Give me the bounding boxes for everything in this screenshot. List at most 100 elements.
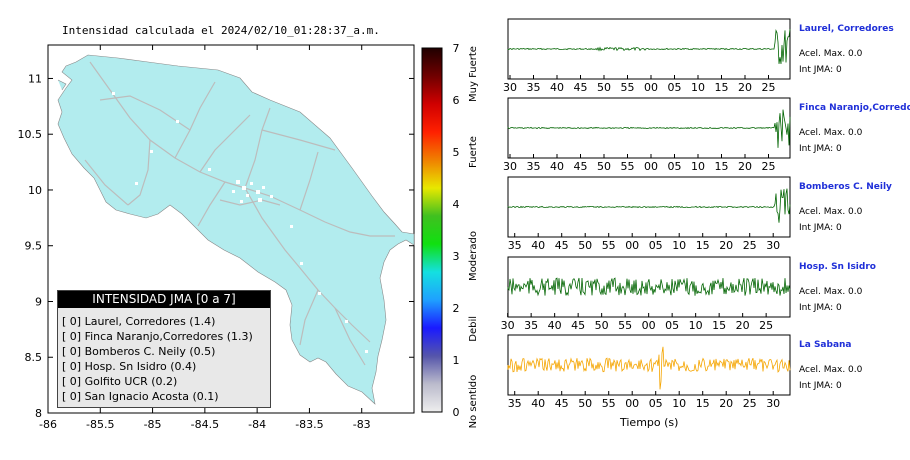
seismogram-tick-label: 30 [503, 160, 517, 173]
seismogram-tick-label: 55 [621, 81, 635, 94]
seismogram-tick-label: 25 [762, 81, 776, 94]
map-x-axis: -86 -85.5 -85 -84.5 -84 -83.5 -83 [39, 45, 371, 431]
map-y-tick-label: 8.5 [25, 351, 43, 364]
legend-entry: [ 0] Bomberos C. Neily (0.5) [62, 344, 270, 359]
legend-entry-intensity: (1.4) [189, 315, 216, 328]
colorbar-tick-label: 4 [453, 198, 460, 211]
seismogram-tick-label: 40 [548, 319, 562, 332]
seismogram-trace [507, 188, 791, 223]
seismogram-tick-label: 15 [696, 239, 710, 252]
station-max-acceleration: Acel. Max. 0.0 [799, 49, 863, 59]
colorbar-scale [421, 47, 443, 413]
seismogram-tick-label: 40 [531, 239, 545, 252]
colorbar-band-label: Fuerte [468, 136, 479, 168]
seismogram-tick-label: 10 [672, 397, 686, 410]
seismogram-tick-label: 35 [508, 239, 522, 252]
legend-entry: [ 0] Laurel, Corredores (1.4) [62, 314, 270, 329]
station-max-acceleration: Acel. Max. 0.0 [799, 365, 863, 375]
legend-entry-station: Golfito UCR [84, 375, 152, 388]
colorbar-tick-label: 1 [453, 354, 460, 367]
legend-entry-value: [ 0] [62, 345, 85, 358]
seismogram-tick-label: 05 [665, 319, 679, 332]
legend-list: [ 0] Laurel, Corredores (1.4)[ 0] Finca … [62, 314, 270, 404]
station-jma-intensity: Int JMA: 0 [799, 144, 842, 154]
seismogram-tick-label: 50 [597, 81, 611, 94]
legend-entry-value: [ 0] [62, 390, 85, 403]
station-jma-intensity: Int JMA: 0 [799, 303, 842, 313]
legend-entry-station: Finca Naranjo,Corredores [84, 330, 227, 343]
seismogram-trace [507, 109, 791, 148]
station-max-acceleration: Acel. Max. 0.0 [799, 287, 863, 297]
seismogram-tick-label: 35 [527, 81, 541, 94]
map-x-tick-label: -86 [39, 418, 57, 431]
seismogram-tick-label: 00 [644, 160, 658, 173]
time-axis-label: Tiempo (s) [620, 416, 679, 429]
seismogram-tick-label: 55 [621, 160, 635, 173]
station-name: Finca Naranjo,Corredores [799, 103, 910, 113]
colorbar-tick-label: 6 [453, 94, 460, 107]
seismogram-tick-label: 30 [766, 397, 780, 410]
seismogram-tick-label: 25 [762, 160, 776, 173]
map-y-tick-label: 8 [35, 407, 42, 420]
map-title: Intensidad calculada el 2024/02/10_01:28… [62, 24, 380, 37]
legend-entry-value: [ 0] [62, 315, 85, 328]
seismogram-tick-label: 10 [672, 239, 686, 252]
costa-rica-land [57, 54, 415, 405]
legend-entry: [ 0] San Ignacio Acosta (0.1) [62, 389, 270, 404]
station-name: Bomberos C. Neily [799, 182, 892, 192]
station-jma-intensity: Int JMA: 0 [799, 65, 842, 75]
colorbar-tick-label: 0 [453, 406, 460, 419]
seismogram-tick-label: 50 [578, 239, 592, 252]
map-y-tick-label: 9 [35, 295, 42, 308]
seismogram-tick-label: 55 [602, 397, 616, 410]
seismogram-tick-label: 40 [550, 81, 564, 94]
seismogram-tick-label: 55 [618, 319, 632, 332]
seismogram-tick-label: 20 [738, 160, 752, 173]
legend-entry-station: Laurel, Corredores [84, 315, 190, 328]
seismogram-tick-label: 05 [668, 160, 682, 173]
seismogram-tick-label: 20 [736, 319, 750, 332]
legend-entry: [ 0] Golfito UCR (0.2) [62, 374, 270, 389]
map-x-tick-label: -85 [144, 418, 162, 431]
colorbar-tick-label: 5 [453, 146, 460, 159]
legend-entry-value: [ 0] [62, 360, 85, 373]
seismogram-frame [507, 256, 791, 318]
legend-entry: [ 0] Hosp. Sn Isidro (0.4) [62, 359, 270, 374]
seismogram-trace [507, 28, 791, 65]
map-y-tick-label: 10 [28, 184, 42, 197]
seismogram-tick-label: 00 [625, 397, 639, 410]
seismogram-tick-label: 45 [571, 319, 585, 332]
seismogram-tick-label: 15 [715, 81, 729, 94]
seismogram-tick-label: 45 [574, 81, 588, 94]
legend-entry-intensity: (0.1) [192, 390, 219, 403]
legend-entry-value: [ 0] [62, 330, 85, 343]
map-x-tick-label: -84 [248, 418, 266, 431]
seismogram-tick-label: 25 [743, 397, 757, 410]
seismogram-tick-label: 45 [574, 160, 588, 173]
map-y-tick-label: 10.5 [18, 128, 43, 141]
seismogram-tick-label: 30 [766, 239, 780, 252]
legend-title: INTENSIDAD JMA [0 a 7] [58, 291, 270, 308]
station-max-acceleration: Acel. Max. 0.0 [799, 207, 863, 217]
seismogram-tick-label: 15 [696, 397, 710, 410]
seismogram-tick-label: 10 [691, 81, 705, 94]
seismogram-tick-label: 35 [524, 319, 538, 332]
seismogram-tick-label: 30 [503, 81, 517, 94]
map-x-tick-label: -85.5 [86, 418, 114, 431]
station-name: Laurel, Corredores [799, 24, 894, 34]
seismogram-tick-label: 25 [743, 239, 757, 252]
seismogram-tick-label: 05 [649, 239, 663, 252]
colorbar-tick-label: 3 [453, 250, 460, 263]
seismogram-tick-label: 45 [555, 239, 569, 252]
colorbar-band-label: Muy Fuerte [468, 46, 479, 102]
intensity-legend: INTENSIDAD JMA [0 a 7] [ 0] Laurel, Corr… [57, 290, 271, 408]
station-name: Hosp. Sn Isidro [799, 262, 876, 272]
seismogram-tick-label: 45 [555, 397, 569, 410]
station-jma-intensity: Int JMA: 0 [799, 381, 842, 391]
map-y-tick-label: 11 [28, 72, 42, 85]
seismogram-trace [507, 346, 791, 390]
seismogram-tick-label: 00 [625, 239, 639, 252]
seismogram-tick-label: 30 [501, 319, 515, 332]
station-name: La Sabana [799, 340, 852, 350]
seismogram-tick-label: 10 [691, 160, 705, 173]
